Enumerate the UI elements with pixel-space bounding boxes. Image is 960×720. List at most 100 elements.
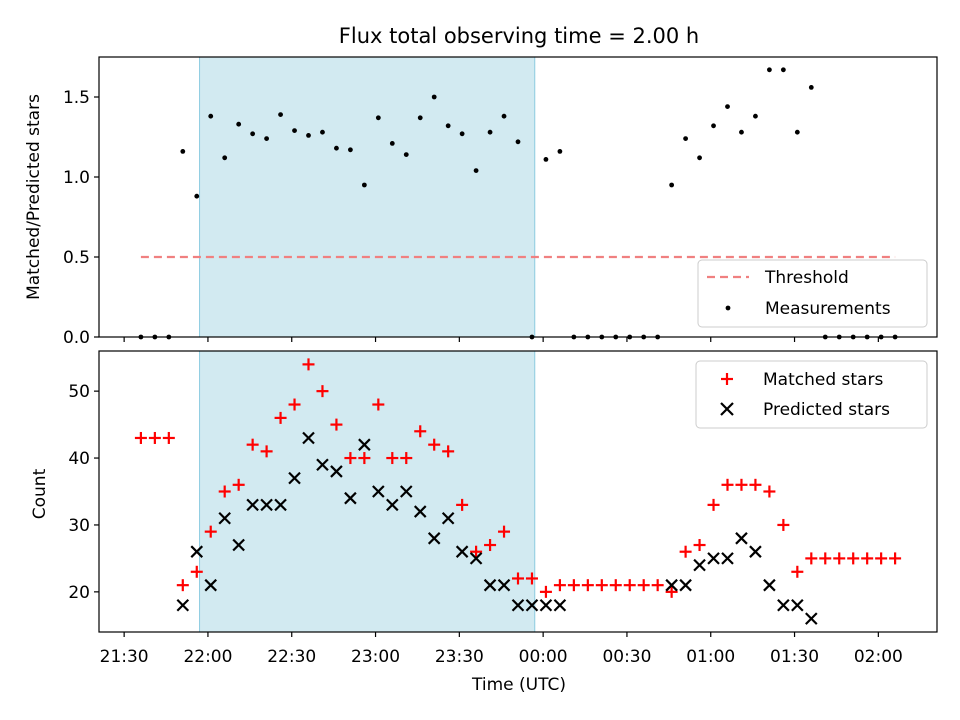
- top-legend: Threshold Measurements: [697, 259, 928, 328]
- measurement-point: [473, 168, 479, 174]
- predicted-star-point: [777, 598, 790, 612]
- matched-star-point: [456, 498, 469, 511]
- bottom-y-tick-label: 30: [68, 516, 90, 536]
- matched-star-point: [442, 445, 455, 458]
- matched-star-point: [819, 552, 832, 565]
- top-legend-box: [697, 259, 928, 328]
- measurement-point: [264, 136, 269, 142]
- predicted-star-point: [707, 552, 720, 565]
- predicted-star-point: [427, 532, 441, 545]
- bottom-x-tick-label: 01:30: [770, 647, 819, 667]
- predicted-star-point: [399, 485, 413, 498]
- bottom-axes-frame: [98, 350, 938, 633]
- bottom-y-tick-label: 40: [68, 449, 90, 469]
- bottom-x-tick-label: 00:30: [602, 647, 651, 667]
- measurement-point: [389, 141, 395, 146]
- measurement-point: [739, 129, 744, 135]
- bottom-x-axis-label: Time (UTC): [471, 675, 566, 695]
- matched-star-point: [246, 438, 259, 451]
- matched-star-point: [525, 572, 538, 585]
- bottom-panel: 20 30 40 50 21:30 22:00 22:30 23:00 23:30 00:00 0…: [30, 350, 938, 695]
- measurement-point: [767, 67, 772, 73]
- measurement-point: [753, 113, 758, 119]
- measurement-point: [194, 193, 200, 199]
- predicted-star-point: [483, 578, 497, 592]
- predicted-star-point: [721, 552, 734, 565]
- legend-measurements-label: Measurements: [765, 299, 891, 319]
- legend-predicted-label: Predicted stars: [763, 400, 890, 420]
- measurement-point: [780, 67, 786, 73]
- matched-star-point: [358, 452, 371, 465]
- matched-star-point: [777, 518, 790, 531]
- predicted-star-points: [176, 431, 818, 625]
- measurement-point: [431, 94, 437, 100]
- measurement-point: [306, 133, 311, 138]
- matched-star-point: [567, 579, 580, 592]
- matched-star-point: [791, 565, 804, 578]
- matched-star-point: [400, 452, 413, 465]
- legend-predicted-marker: [720, 402, 734, 416]
- legend-measurement-marker: [725, 305, 731, 311]
- matched-star-point: [553, 579, 566, 592]
- predicted-star-point: [665, 578, 678, 592]
- measurement-point: [459, 131, 465, 137]
- predicted-star-point: [469, 552, 483, 565]
- measurement-point: [445, 123, 451, 129]
- matched-star-point: [470, 545, 483, 558]
- matched-star-point: [623, 579, 636, 592]
- predicted-star-point: [791, 598, 804, 612]
- figure-title: Flux total observing time = 2.00 h: [339, 24, 699, 48]
- predicted-star-point: [497, 578, 511, 592]
- legend-threshold-label: Threshold: [764, 268, 849, 288]
- bottom-shaded-interval: [199, 350, 536, 633]
- bottom-legend: Matched stars Predicted stars: [695, 360, 928, 429]
- matched-star-point: [707, 498, 720, 511]
- predicted-star-point: [763, 578, 776, 592]
- measurement-point: [515, 139, 521, 145]
- predicted-star-point: [218, 511, 231, 525]
- predicted-star-point: [330, 465, 343, 478]
- matched-star-point: [847, 552, 860, 565]
- matched-star-point: [260, 445, 273, 458]
- bottom-x-tick-label: 21:30: [100, 647, 149, 667]
- matched-star-point: [134, 431, 147, 444]
- matched-star-point: [330, 418, 343, 431]
- measurement-point: [683, 136, 688, 142]
- predicted-star-point: [274, 498, 287, 512]
- matched-star-point: [176, 579, 189, 592]
- measurement-point: [292, 128, 297, 134]
- matched-star-point: [665, 585, 678, 598]
- bottom-x-ticks: 21:30 22:00 22:30 23:00 23:30 00:00 00:30 01:00…: [100, 632, 903, 667]
- matched-star-point: [218, 485, 231, 498]
- measurement-point: [361, 182, 367, 188]
- measurement-point: [180, 149, 186, 154]
- top-y-tick-label: 1.5: [63, 88, 90, 108]
- top-y-tick-label: 0.0: [63, 328, 90, 348]
- matched-star-point: [889, 552, 902, 565]
- predicted-star-point: [246, 498, 259, 512]
- predicted-star-point: [204, 578, 218, 592]
- top-y-axis-label: Matched/Predicted stars: [24, 94, 44, 300]
- measurement-point: [543, 157, 549, 162]
- measurement-point: [222, 155, 228, 161]
- predicted-star-point: [316, 458, 329, 472]
- bottom-y-tick-label: 20: [68, 583, 90, 603]
- predicted-star-point: [302, 431, 315, 445]
- matched-star-point: [498, 525, 511, 538]
- predicted-star-point: [386, 498, 399, 512]
- predicted-star-point: [344, 491, 357, 505]
- matched-star-point: [651, 579, 664, 592]
- predicted-star-point: [372, 485, 385, 498]
- predicted-star-point: [735, 532, 748, 545]
- predicted-star-point: [358, 438, 371, 451]
- matched-star-point: [581, 579, 594, 592]
- predicted-star-point: [232, 538, 245, 552]
- predicted-star-point: [190, 545, 204, 558]
- measurement-point: [348, 147, 353, 153]
- top-shaded-interval: [199, 56, 536, 338]
- measurement-point: [417, 115, 423, 121]
- measurement-point: [403, 152, 409, 158]
- measurement-point: [794, 129, 800, 135]
- bottom-y-ticks: 20 30 40 50: [68, 382, 99, 603]
